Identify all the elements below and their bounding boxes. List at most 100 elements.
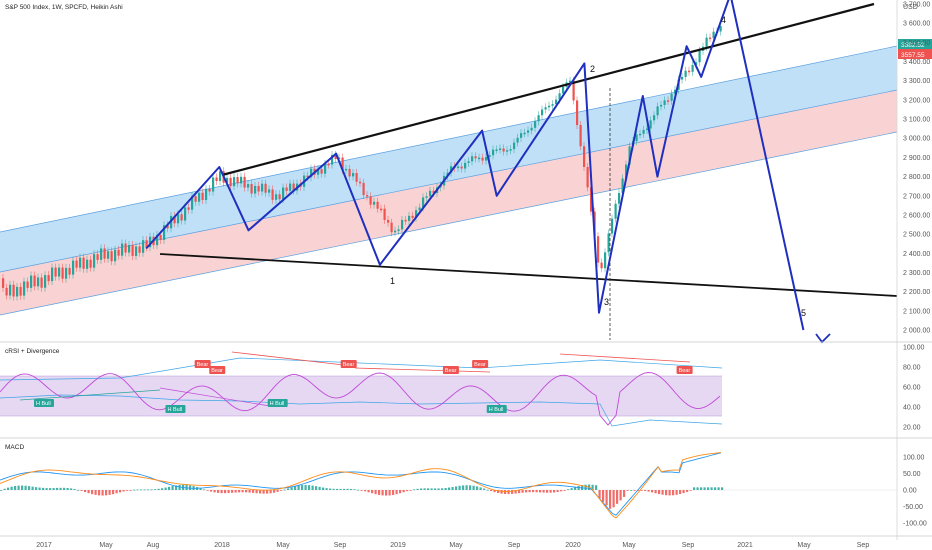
candle bbox=[341, 157, 344, 170]
candle bbox=[243, 176, 246, 188]
candle bbox=[607, 233, 610, 253]
candle bbox=[579, 125, 582, 147]
candle bbox=[667, 100, 670, 102]
macd-bar bbox=[224, 490, 227, 494]
candle bbox=[166, 225, 169, 229]
candle bbox=[345, 168, 348, 171]
candle bbox=[138, 246, 141, 253]
candle bbox=[198, 192, 201, 202]
macd-bar bbox=[420, 488, 423, 490]
candle bbox=[429, 190, 432, 197]
candle bbox=[551, 104, 554, 106]
macd-bar bbox=[472, 485, 475, 490]
macd-bar bbox=[423, 488, 426, 490]
candle bbox=[471, 156, 474, 162]
candle bbox=[705, 37, 708, 47]
macd-bar bbox=[367, 490, 370, 493]
macd-tick-labels: 100.00 50.00 0.00 -50.00 -100.00 bbox=[903, 455, 927, 528]
divergence-tag-label: Bear bbox=[474, 362, 486, 368]
candle bbox=[544, 107, 547, 110]
candle bbox=[89, 259, 92, 268]
macd-bar bbox=[10, 486, 13, 490]
macd-bar bbox=[311, 485, 314, 490]
macd-bar bbox=[416, 488, 419, 490]
wave-label-1: 1 bbox=[390, 276, 395, 286]
candle bbox=[681, 76, 684, 80]
candle bbox=[334, 154, 337, 160]
time-tick: May bbox=[622, 542, 636, 549]
macd-bar bbox=[238, 490, 241, 493]
candle bbox=[142, 240, 145, 253]
macd-bar bbox=[112, 490, 115, 495]
macd-bar bbox=[24, 485, 27, 490]
candle bbox=[688, 70, 691, 73]
candle bbox=[96, 254, 99, 260]
divergence-tag-label: Bear bbox=[343, 362, 355, 368]
rsi-tick: 80.00 bbox=[903, 365, 921, 372]
candle bbox=[327, 163, 330, 166]
last-price-value: 3582.52 bbox=[901, 42, 925, 49]
candle bbox=[649, 120, 652, 129]
macd-bar bbox=[504, 490, 507, 494]
macd-panel bbox=[0, 452, 897, 519]
candle bbox=[194, 196, 197, 202]
macd-bar bbox=[577, 485, 580, 490]
macd-bar bbox=[143, 489, 146, 491]
candle bbox=[635, 134, 638, 142]
candle bbox=[712, 31, 715, 39]
macd-bar bbox=[245, 490, 248, 493]
macd-bar bbox=[325, 488, 328, 490]
candle bbox=[474, 156, 477, 159]
macd-bar bbox=[213, 490, 216, 493]
macd-bar bbox=[560, 490, 563, 492]
candle bbox=[562, 86, 565, 94]
macd-bar bbox=[395, 490, 398, 495]
price-tick: 2 300.00 bbox=[903, 270, 930, 277]
macd-bar bbox=[616, 490, 619, 504]
candle bbox=[229, 177, 232, 187]
time-tick: 2017 bbox=[36, 542, 52, 549]
macd-bar bbox=[609, 490, 612, 509]
macd-bar bbox=[658, 490, 661, 495]
macd-bar bbox=[283, 489, 286, 491]
macd-bar bbox=[409, 490, 412, 491]
macd-bar bbox=[77, 489, 80, 491]
macd-bar bbox=[80, 490, 83, 491]
macd-bar bbox=[455, 486, 458, 490]
macd-bar bbox=[290, 487, 293, 490]
macd-bar bbox=[129, 490, 132, 491]
macd-bar bbox=[493, 490, 496, 493]
price-tick: 3 600.00 bbox=[903, 21, 930, 28]
price-tick: 3 000.00 bbox=[903, 136, 930, 143]
candle bbox=[233, 177, 236, 187]
candle bbox=[418, 207, 421, 211]
upper-trendline bbox=[221, 2, 875, 177]
candle bbox=[656, 106, 659, 116]
prev-price-value: 3557.55 bbox=[901, 52, 925, 59]
macd-bar bbox=[91, 490, 94, 495]
candle bbox=[663, 100, 666, 105]
time-tick: May bbox=[276, 542, 290, 549]
macd-bar bbox=[689, 490, 692, 491]
candle bbox=[495, 149, 498, 151]
candle bbox=[128, 244, 131, 253]
candle bbox=[506, 150, 509, 152]
candle bbox=[411, 215, 414, 218]
candle bbox=[380, 208, 383, 211]
macd-bar bbox=[434, 488, 437, 490]
last-price-badge bbox=[898, 39, 932, 49]
candle bbox=[502, 148, 505, 152]
candle bbox=[457, 166, 460, 169]
bear-tag bbox=[209, 366, 226, 374]
candle bbox=[415, 210, 418, 218]
candle bbox=[604, 252, 607, 269]
macd-bar bbox=[269, 490, 272, 494]
candle bbox=[47, 275, 50, 282]
candle bbox=[292, 183, 295, 191]
macd-bar bbox=[532, 490, 535, 493]
macd-bar bbox=[563, 490, 566, 491]
time-tick: Aug bbox=[147, 542, 160, 549]
candle bbox=[460, 166, 463, 169]
macd-bar bbox=[497, 490, 500, 494]
